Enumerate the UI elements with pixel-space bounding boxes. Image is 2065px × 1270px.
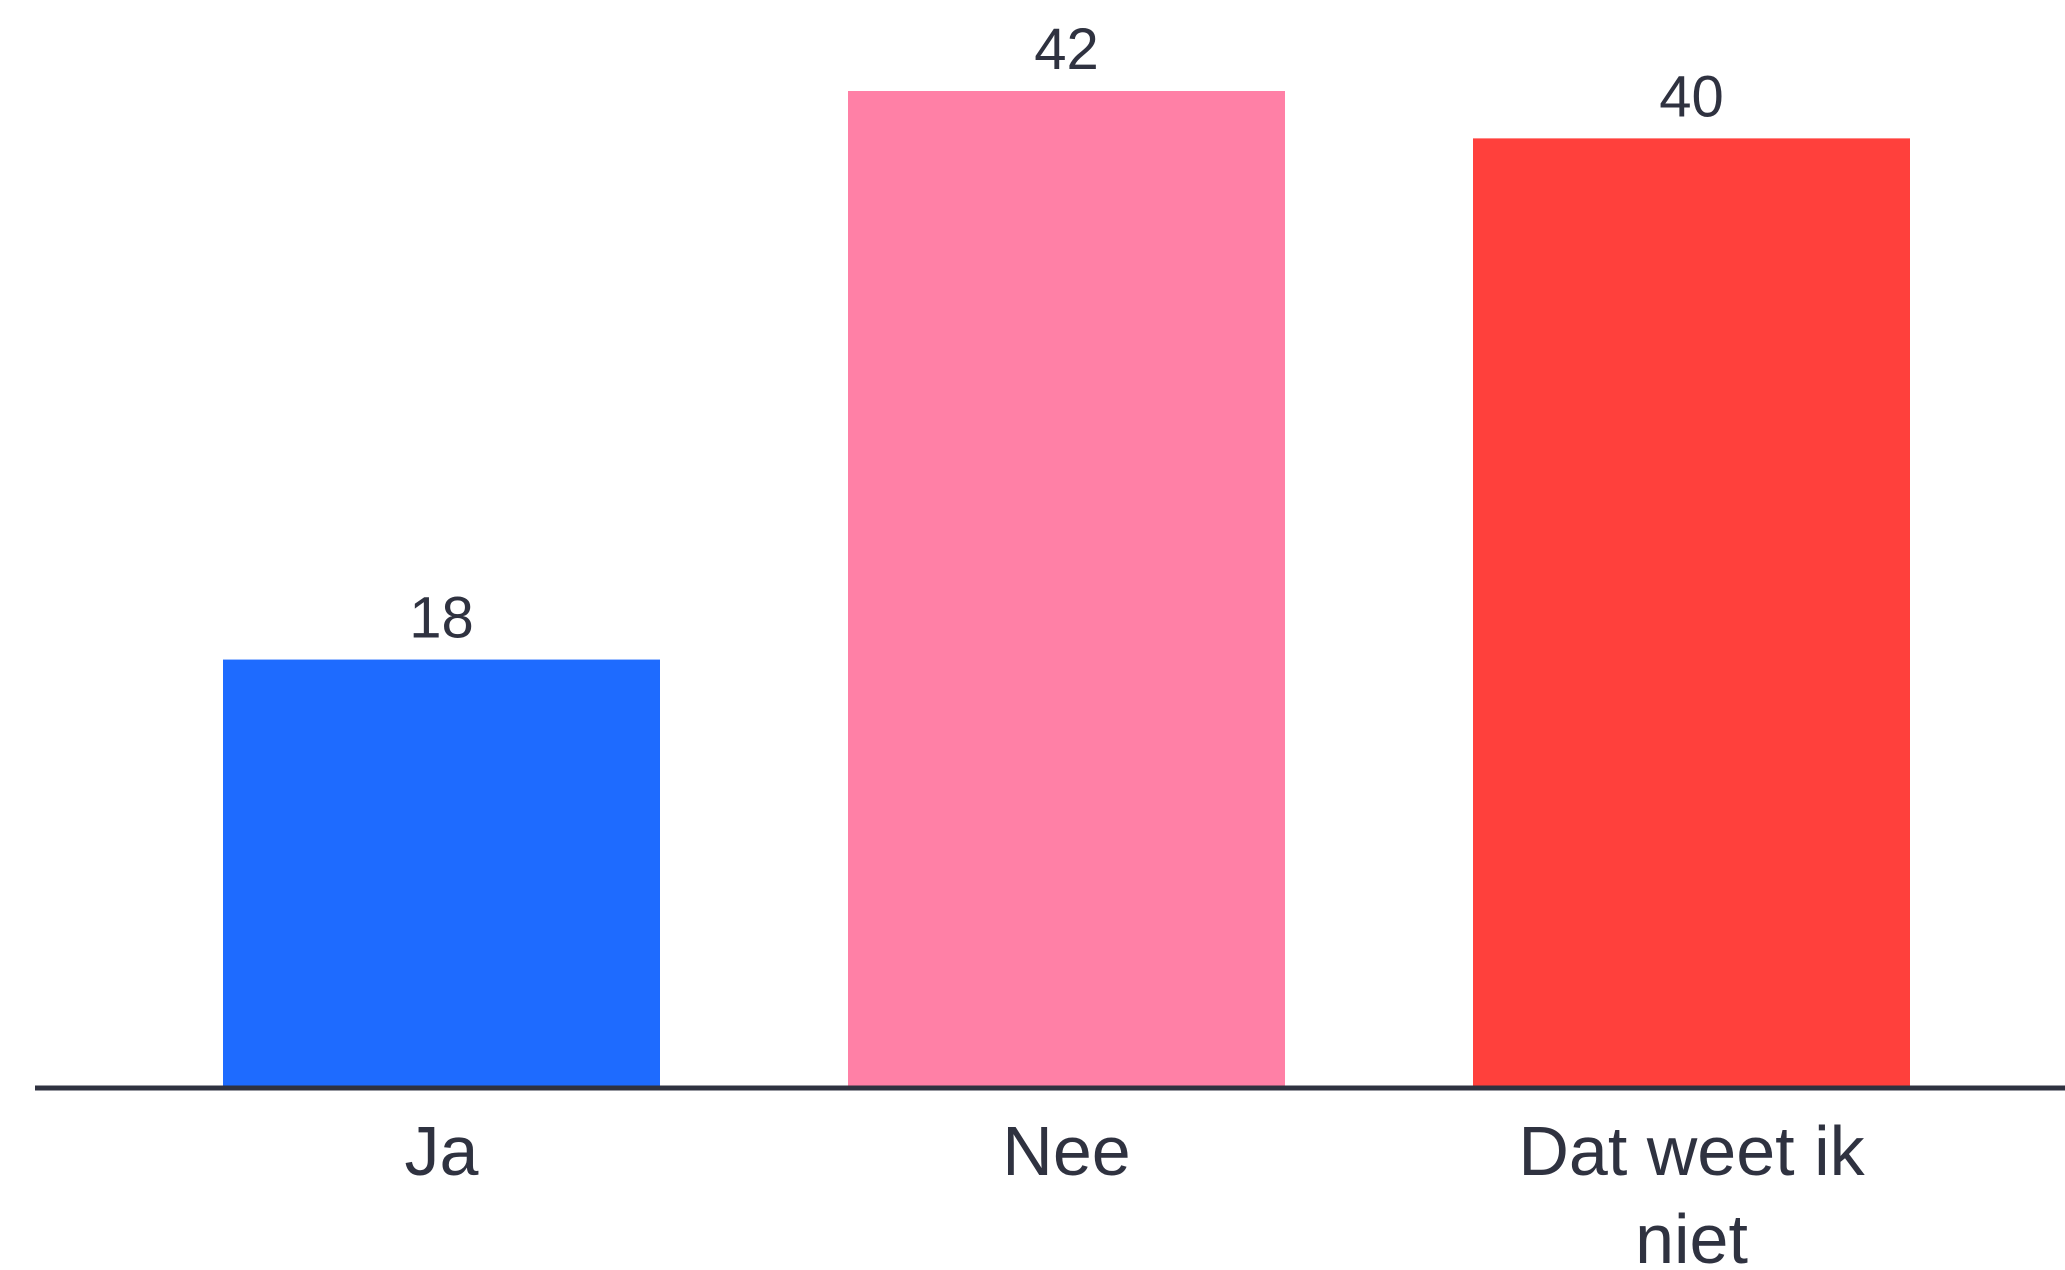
- value-label-3: 40: [1659, 64, 1724, 129]
- bar-3: [1473, 138, 1910, 1086]
- category-label-1: Ja: [405, 1112, 479, 1190]
- category-label-3: Dat weet ik niet: [1518, 1112, 1865, 1270]
- category-label-line: niet: [1635, 1200, 1748, 1270]
- value-labels-group: 18 42 40: [409, 17, 1724, 651]
- bar-1: [223, 659, 660, 1086]
- value-label-2: 42: [1034, 17, 1099, 82]
- category-label-line: Ja: [405, 1112, 479, 1190]
- category-label-2: Nee: [1002, 1112, 1130, 1190]
- bars-group: [223, 91, 1910, 1086]
- category-labels-group: Ja Nee Dat weet ik niet: [405, 1112, 1866, 1270]
- bar-2: [848, 91, 1285, 1086]
- value-label-1: 18: [409, 586, 474, 651]
- category-label-line: Dat weet ik: [1518, 1112, 1865, 1190]
- category-label-line: Nee: [1002, 1112, 1130, 1190]
